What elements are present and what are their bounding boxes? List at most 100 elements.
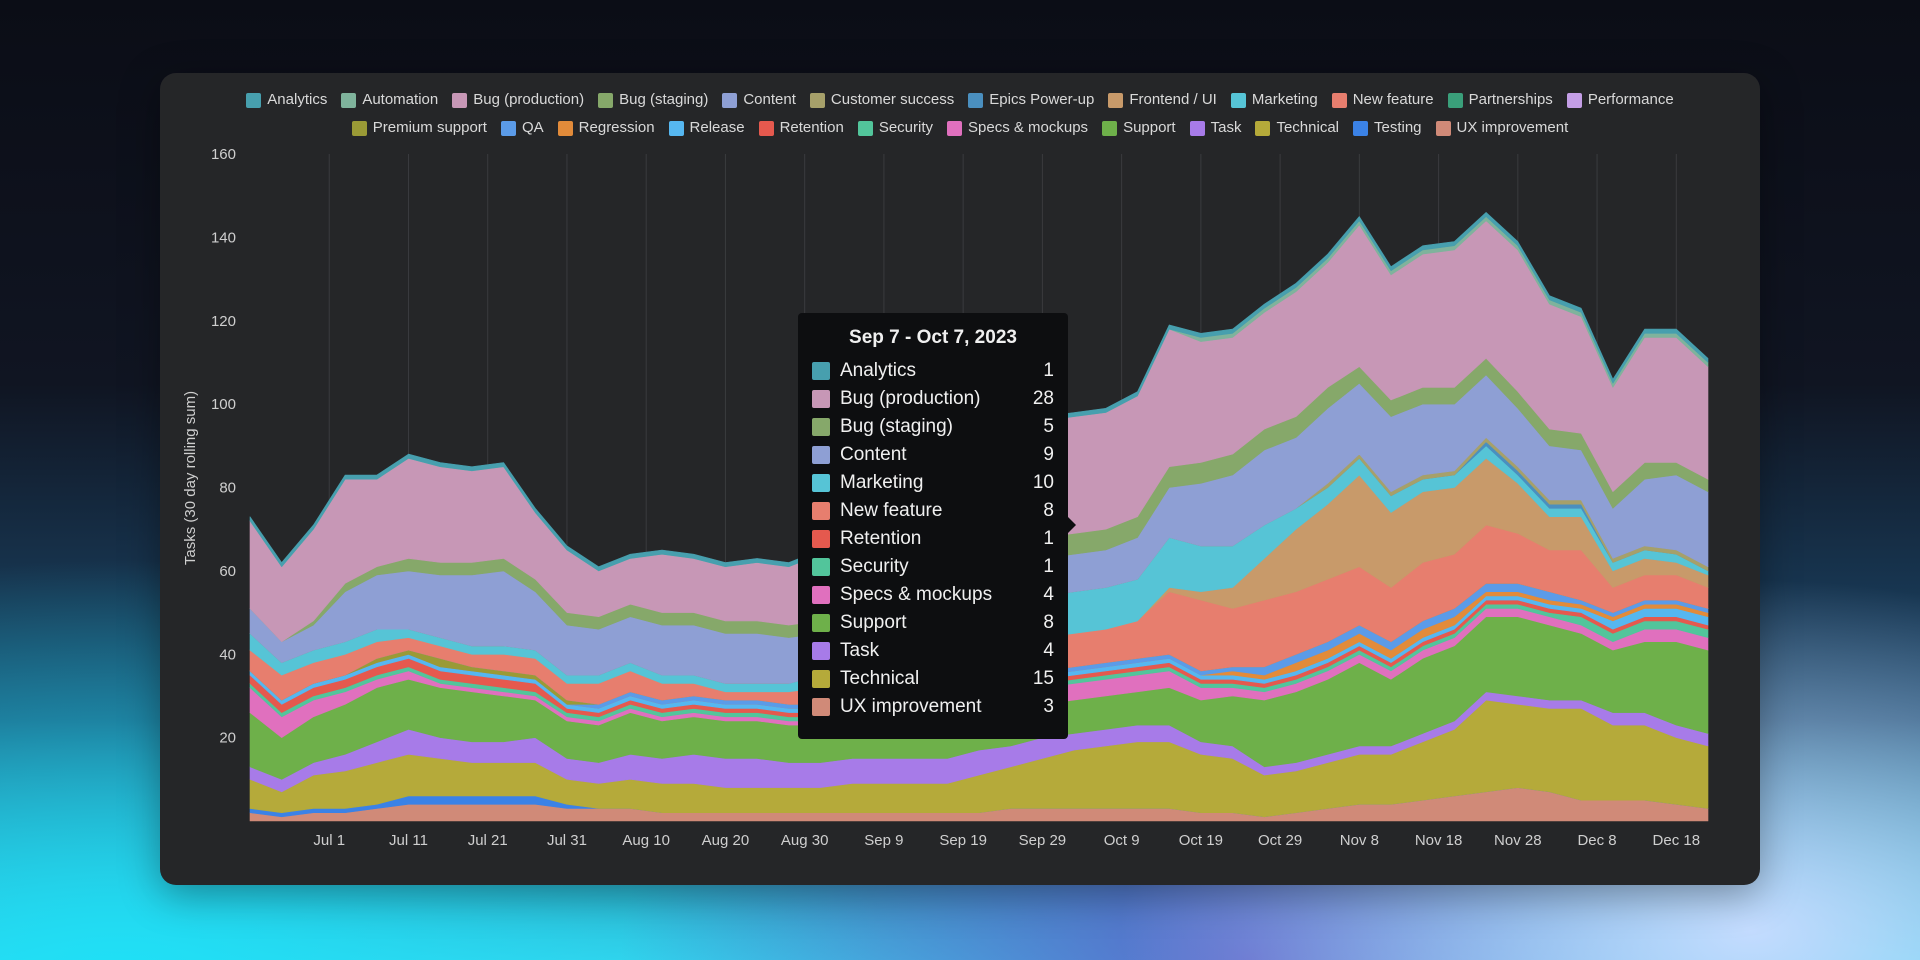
x-tick-label: Jul 11	[389, 832, 428, 849]
legend-swatch	[809, 92, 825, 108]
legend-item[interactable]: Task	[1189, 119, 1241, 137]
legend-item[interactable]: Epics Power-up	[968, 91, 1094, 109]
legend-swatch	[758, 120, 774, 136]
legend-item[interactable]: Premium support	[351, 119, 487, 137]
legend-item[interactable]: Release	[668, 119, 745, 137]
legend-item[interactable]: Regression	[557, 119, 655, 137]
x-tick-label: Dec 8	[1577, 832, 1616, 849]
legend-swatch	[1447, 92, 1463, 108]
legend-item[interactable]: Customer success	[809, 91, 954, 109]
legend-item[interactable]: Testing	[1353, 119, 1422, 137]
legend-swatch	[1189, 120, 1205, 136]
legend-label: Regression	[578, 119, 655, 136]
tooltip-swatch	[812, 586, 830, 604]
legend-item[interactable]: Bug (staging)	[598, 91, 708, 109]
tooltip-series-name: New feature	[840, 500, 943, 521]
y-tick-label: 160	[211, 146, 236, 163]
legend-swatch	[1230, 92, 1246, 108]
legend-label: Partnerships	[1468, 91, 1553, 108]
legend-swatch	[1566, 92, 1582, 108]
legend-item[interactable]: UX improvement	[1435, 119, 1569, 137]
tooltip-series-name: UX improvement	[840, 696, 982, 717]
legend-item[interactable]: Partnerships	[1447, 91, 1553, 109]
tooltip-series-name: Retention	[840, 528, 922, 549]
y-axis-ticks: 20 40 60 80 100 120 140 160	[211, 146, 236, 747]
tooltip-row: Technical 15	[812, 665, 1054, 693]
tooltip-series-value: 8	[1043, 500, 1054, 521]
tooltip-series-name: Analytics	[840, 360, 917, 381]
legend-label: Release	[689, 119, 745, 136]
legend-label: Support	[1123, 119, 1176, 136]
tooltip-swatch	[812, 418, 830, 436]
legend-item[interactable]: Performance	[1566, 91, 1674, 109]
legend-label: Premium support	[372, 119, 487, 136]
legend-item[interactable]: Marketing	[1230, 91, 1318, 109]
legend-swatch	[500, 120, 516, 136]
legend-label: Automation	[362, 91, 439, 108]
legend-label: Marketing	[1251, 91, 1318, 108]
legend-item[interactable]: Technical	[1255, 119, 1339, 137]
tooltip-swatch	[812, 502, 830, 520]
legend-label: Frontend / UI	[1129, 91, 1217, 108]
tooltip-series-name: Content	[840, 444, 907, 465]
x-tick-label: Aug 30	[781, 832, 829, 849]
legend-item[interactable]: Bug (production)	[452, 91, 584, 109]
legend-item[interactable]: New feature	[1331, 91, 1434, 109]
tooltip-series-name: Task	[840, 640, 880, 661]
tooltip-row: Bug (production) 28	[812, 385, 1054, 413]
legend-swatch	[968, 92, 984, 108]
tooltip-swatch	[812, 558, 830, 576]
legend-swatch	[246, 92, 262, 108]
tooltip-row: Bug (staging) 5	[812, 413, 1054, 441]
x-tick-label: Dec 18	[1653, 832, 1701, 849]
legend-label: QA	[521, 119, 544, 136]
legend-swatch	[1353, 120, 1368, 136]
tooltip-arrow	[1068, 517, 1076, 533]
tooltip-swatch	[812, 446, 830, 464]
y-tick-label: 100	[211, 396, 236, 413]
x-tick-label: Sep 29	[1019, 832, 1067, 849]
legend-item[interactable]: Content	[722, 91, 796, 109]
legend-swatch	[1435, 120, 1451, 136]
legend-item[interactable]: Automation	[341, 91, 438, 109]
tooltip-series-value: 3	[1043, 696, 1054, 717]
tooltip-series-value: 8	[1043, 612, 1054, 633]
x-tick-label: Jul 21	[468, 832, 508, 849]
tooltip-series-value: 4	[1043, 640, 1054, 661]
legend-label: Bug (staging)	[619, 91, 709, 108]
tooltip-row: Marketing 10	[812, 469, 1054, 497]
legend-item[interactable]: Security	[857, 119, 933, 137]
tooltip-series-name: Marketing	[840, 472, 924, 493]
area-series-analytics[interactable]	[249, 212, 1709, 572]
legend-swatch	[1331, 92, 1347, 108]
tooltip-series-value: 5	[1043, 416, 1054, 437]
tooltip-series-name: Bug (production)	[840, 388, 981, 409]
x-tick-label: Oct 9	[1104, 832, 1140, 849]
legend-swatch	[557, 120, 573, 136]
legend-label: UX improvement	[1456, 119, 1569, 136]
legend-label: Bug (production)	[473, 91, 585, 108]
legend-label: Specs & mockups	[968, 119, 1089, 136]
tooltip-row: New feature 8	[812, 497, 1054, 525]
legend-item[interactable]: Specs & mockups	[947, 119, 1088, 137]
legend-item[interactable]: Retention	[758, 119, 844, 137]
tooltip-row: Security 1	[812, 553, 1054, 581]
legend-item[interactable]: Analytics	[246, 91, 327, 109]
x-tick-label: Sep 9	[864, 832, 903, 849]
legend-label: Content	[743, 91, 796, 108]
legend-item[interactable]: QA	[500, 119, 544, 137]
y-tick-label: 140	[211, 229, 236, 246]
y-tick-label: 80	[219, 480, 236, 497]
y-tick-label: 20	[219, 730, 236, 747]
legend-item[interactable]: Support	[1102, 119, 1176, 137]
tooltip-series-value: 1	[1043, 360, 1054, 381]
tooltip-series-value: 1	[1043, 528, 1054, 549]
legend-item[interactable]: Frontend / UI	[1108, 91, 1217, 109]
tooltip-row: Support 8	[812, 609, 1054, 637]
y-axis-label: Tasks (30 day rolling sum)	[182, 391, 199, 565]
tooltip-row: Analytics 1	[812, 357, 1054, 385]
legend-label: Testing	[1374, 119, 1422, 136]
tooltip-series-name: Security	[840, 556, 909, 577]
x-tick-label: Oct 29	[1258, 832, 1302, 849]
